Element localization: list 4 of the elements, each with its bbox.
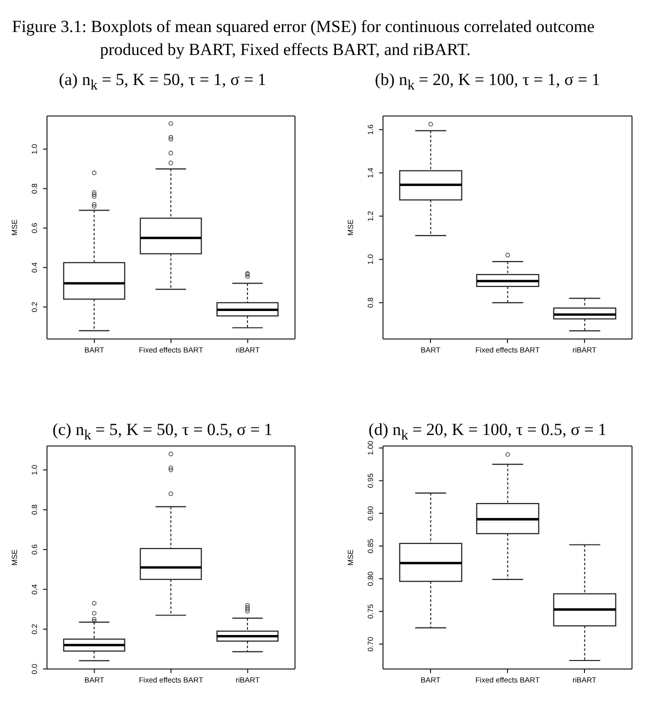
chart-title: (a) n$_{k}$ = 5, K = 50, τ = 1, σ = 1 bbox=[58, 69, 268, 94]
caption: Figure 3.1: Boxplots of mean squared error (MSE) for continuous correlated outcome produced by BART, Fixed effects BART, and riBART. bbox=[12, 16, 596, 61]
chart-title: (c) n$_{k}$ = 5, K = 50, τ = 0.5, σ = 1 bbox=[51, 419, 274, 444]
chart-title: (b) n$_{k}$ = 20, K = 100, τ = 1, σ = 1 bbox=[374, 69, 602, 94]
